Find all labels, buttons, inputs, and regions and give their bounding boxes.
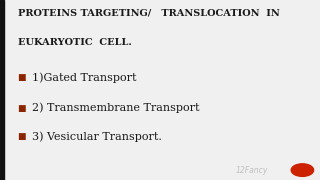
Text: 1)Gated Transport: 1)Gated Transport (32, 72, 137, 83)
Bar (0, 0, 4, 180)
Text: EUKARYOTIC  CELL.: EUKARYOTIC CELL. (18, 38, 131, 47)
Text: ■: ■ (18, 132, 26, 141)
Text: 3) Vesicular Transport.: 3) Vesicular Transport. (32, 132, 162, 142)
Text: 12Fancy: 12Fancy (235, 166, 268, 175)
Text: ■: ■ (18, 73, 26, 82)
Text: ■: ■ (18, 103, 26, 112)
Circle shape (291, 164, 314, 176)
Text: PROTEINS TARGETING/   TRANSLOCATION  IN: PROTEINS TARGETING/ TRANSLOCATION IN (18, 9, 279, 18)
Text: 2) Transmembrane Transport: 2) Transmembrane Transport (32, 103, 199, 113)
